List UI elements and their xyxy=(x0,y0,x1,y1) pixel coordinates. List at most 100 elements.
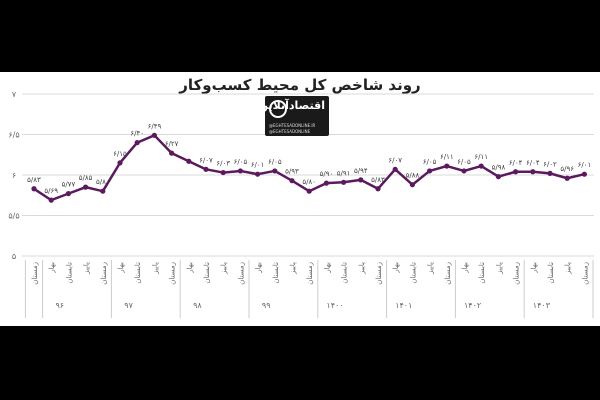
data-point xyxy=(375,186,381,192)
x-tick-label: زمستان xyxy=(237,262,245,285)
data-label: ۶/۰۷ xyxy=(199,156,213,164)
data-label: ۵/۹۴ xyxy=(354,167,368,175)
data-label: ۶/۰۵ xyxy=(423,158,437,166)
data-point xyxy=(461,168,467,174)
data-point xyxy=(513,169,519,175)
data-label: ۶/۲۷ xyxy=(165,140,179,148)
data-label: ۶/۰۵ xyxy=(234,158,248,166)
data-point xyxy=(547,170,553,176)
data-label: ۶/۱۱ xyxy=(440,153,454,161)
data-point xyxy=(581,171,588,177)
data-label: ۵/۹۰ xyxy=(320,170,334,178)
x-tick-label: بهار xyxy=(186,262,194,274)
data-label: ۶/۰۳ xyxy=(216,160,230,168)
watermark-text: اقتصادآنلاین xyxy=(258,99,325,112)
data-point xyxy=(564,175,570,181)
data-label: ۵/۸۳ xyxy=(371,176,385,184)
x-tick-label: تابستان xyxy=(65,262,73,284)
x-tick-label: زمستان xyxy=(581,262,589,285)
x-tick-label: پاییز xyxy=(495,262,503,275)
x-tick-label: بهار xyxy=(461,262,469,274)
watermark-handle: @EGHTESADONLINE xyxy=(269,129,311,134)
data-point xyxy=(83,184,89,190)
x-tick-label: بهار xyxy=(117,262,125,274)
data-label: ۶/۱۵ xyxy=(113,150,127,158)
x-tick-label: تابستان xyxy=(134,262,142,284)
x-tick-label: پاییز xyxy=(220,262,228,275)
data-point xyxy=(237,168,243,174)
y-tick-label: ۶/۵ xyxy=(8,131,19,140)
data-point xyxy=(289,178,295,184)
logo-emblem-icon xyxy=(269,100,287,118)
data-point xyxy=(65,191,71,197)
data-label: ۵/۷۷ xyxy=(62,181,76,189)
watermark-logo: اقتصادآنلاین @EGHTESADONLINE.IR @EGHTESA… xyxy=(259,96,329,136)
data-point xyxy=(478,163,484,169)
x-tick-label: زمستان xyxy=(100,262,108,285)
data-point xyxy=(220,169,226,176)
data-label: ۵/۹۸ xyxy=(492,164,506,172)
data-point xyxy=(341,179,347,185)
x-tick-label: تابستان xyxy=(478,262,486,284)
data-point xyxy=(134,140,140,146)
data-label: ۶/۰۲ xyxy=(543,160,557,168)
x-tick-label: زمستان xyxy=(169,262,177,285)
line-chart: ۵ ۵/۵ ۶ ۶/۵ ۷ زمستان بهار تابستان پاییز زمستان بها… xyxy=(8,90,594,318)
y-tick-label: ۵ xyxy=(12,252,16,261)
data-label: ۶/۰۵ xyxy=(268,158,282,166)
chart-panel: روند شاخص کل محیط کسب‌وکار ۵ ۵/۵ ۶ ۶/۵ ۷ زمست… xyxy=(0,72,600,326)
data-point xyxy=(306,188,312,194)
data-point xyxy=(427,168,433,174)
x-tick-label: زمستان xyxy=(513,262,521,285)
data-label: ۵/۸۰ xyxy=(302,178,316,186)
x-tick-label: پاییز xyxy=(427,262,435,275)
x-tick-label: پاییز xyxy=(83,262,91,275)
data-point xyxy=(409,182,415,188)
data-label: ۶/۴۰ xyxy=(130,130,144,138)
year-label: ۱۴۰۲ xyxy=(464,301,481,310)
data-point xyxy=(358,177,364,183)
data-point xyxy=(31,186,37,192)
year-label: ۹۸ xyxy=(193,301,202,310)
data-label: ۵/۸۳ xyxy=(27,176,41,184)
x-tick-label: بهار xyxy=(48,262,56,274)
y-tick-label: ۵/۵ xyxy=(8,212,19,221)
x-tick-label: بهار xyxy=(530,262,538,274)
watermark-url: @EGHTESADONLINE.IR xyxy=(269,123,316,128)
year-label: ۱۴۰۱ xyxy=(395,301,412,310)
x-tick-label: تابستان xyxy=(203,262,211,284)
data-label: ۵/۸۵ xyxy=(79,174,93,182)
data-point xyxy=(151,132,157,138)
y-tick-label: ۶ xyxy=(12,171,16,180)
x-tick-label: زمستان xyxy=(444,262,452,285)
data-point xyxy=(392,166,398,172)
data-label: ۶/۰۵ xyxy=(457,158,471,166)
data-label: ۶/۰۱ xyxy=(251,161,265,169)
data-label: ۶/۱۱ xyxy=(474,153,488,161)
data-label: ۵/۹۶ xyxy=(560,165,574,173)
year-label: ۹۷ xyxy=(124,301,133,310)
data-label: ۵/۹۳ xyxy=(285,168,299,176)
data-label: ۵/۶۹ xyxy=(44,187,58,195)
x-tick-label: بهار xyxy=(392,262,400,274)
data-point xyxy=(444,163,450,169)
x-tick-label: بهار xyxy=(323,262,331,274)
data-point xyxy=(530,169,536,175)
data-label: ۶/۴۹ xyxy=(148,122,162,130)
y-tick-label: ۷ xyxy=(12,90,17,99)
year-label: ۹۹ xyxy=(262,301,271,310)
year-label: ۱۴۰۰ xyxy=(326,301,343,310)
data-point xyxy=(323,180,329,186)
data-label: ۶/۰۱ xyxy=(578,161,592,169)
x-tick-label: پاییز xyxy=(151,262,159,275)
data-point xyxy=(495,174,501,180)
x-tick-label: زمستان xyxy=(306,262,314,285)
data-label: ۶/۰۷ xyxy=(388,156,402,164)
x-tick-label: بهار xyxy=(255,262,263,274)
x-tick-label: پاییز xyxy=(564,262,572,275)
x-tick-label: تابستان xyxy=(409,262,417,284)
data-label: ۵/۹۱ xyxy=(337,169,351,177)
data-point xyxy=(100,188,106,194)
data-point xyxy=(48,197,54,203)
data-label: ۶/۰۴ xyxy=(509,159,523,167)
